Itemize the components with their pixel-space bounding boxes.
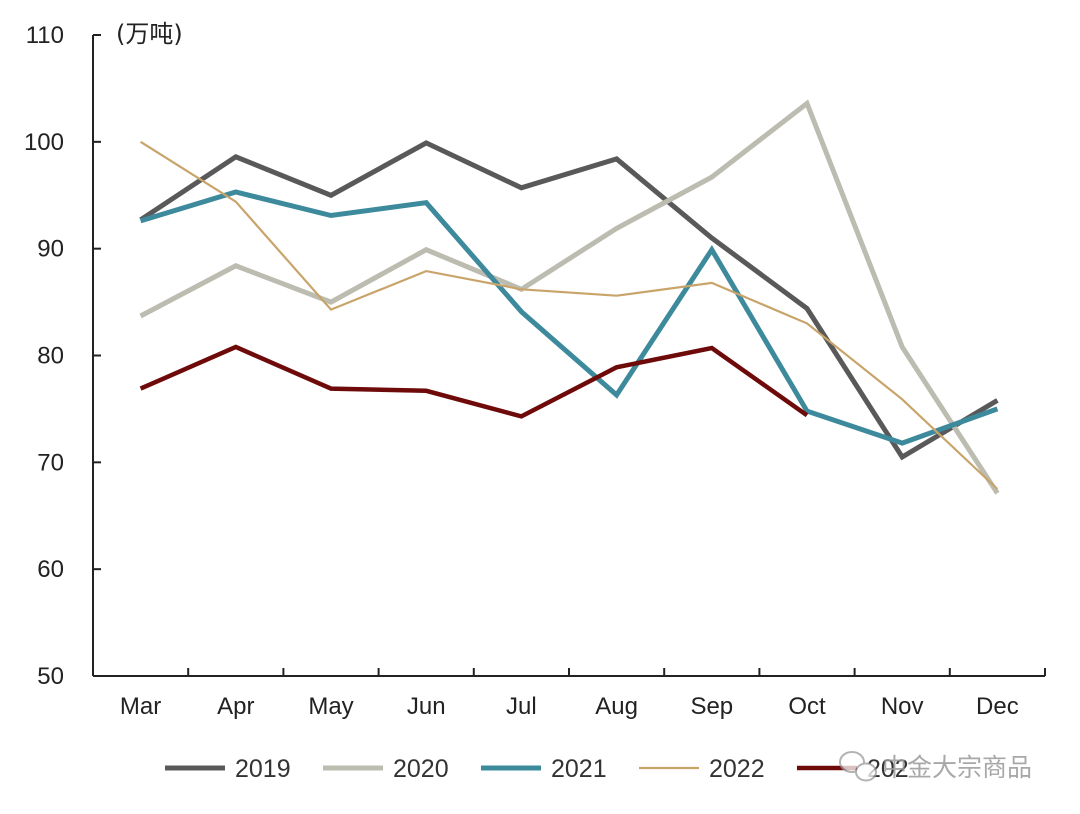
x-tick-label: Nov	[881, 693, 924, 720]
legend: 2019 2020 2021 2022 202	[165, 755, 909, 783]
x-tick-label: Mar	[120, 693, 161, 720]
y-tick-label: 50	[37, 663, 64, 690]
y-tick-label: 110	[26, 22, 64, 49]
y-unit-label: (万吨)	[116, 20, 183, 48]
series-line-2023	[139, 344, 809, 419]
y-tick-label: 90	[37, 236, 64, 263]
x-tick-label: Oct	[788, 693, 826, 720]
x-tick-label: May	[308, 693, 353, 720]
y-tick-label: 60	[37, 556, 64, 583]
x-tick-label: Jul	[506, 693, 537, 720]
series-line-2022	[140, 140, 999, 490]
wechat-icon	[839, 751, 877, 782]
legend-item-2022: 2022	[639, 755, 765, 783]
watermark: 中金大宗商品	[839, 751, 1032, 782]
y-tick-label: 80	[37, 343, 64, 370]
series-line-2019	[139, 140, 999, 461]
legend-label: 2021	[551, 755, 607, 783]
x-tick-label: Apr	[217, 693, 254, 720]
x-tick-label: Dec	[976, 693, 1019, 720]
x-ticks-group: Mar Apr May Jun Jul Aug Sep Oct Nov Dec	[120, 668, 1046, 720]
y-tick-label: 100	[24, 129, 64, 156]
legend-label: 2022	[709, 755, 765, 783]
y-ticks-group: 50 60 70 80 90 100 110	[24, 22, 101, 690]
legend-item-2020: 2020	[323, 755, 449, 783]
legend-label: 2019	[235, 755, 291, 783]
series-line-2021	[139, 189, 999, 446]
x-tick-label: Aug	[595, 693, 638, 720]
x-tick-label: Sep	[690, 693, 733, 720]
series-line-2020	[139, 99, 1000, 495]
x-tick-label: Jun	[407, 693, 446, 720]
watermark-text: 中金大宗商品	[882, 753, 1032, 782]
legend-label: 2020	[393, 755, 449, 783]
legend-item-2021: 2021	[481, 755, 607, 783]
y-tick-label: 70	[37, 449, 64, 476]
legend-item-2019: 2019	[165, 755, 291, 783]
series-group	[139, 99, 1000, 495]
